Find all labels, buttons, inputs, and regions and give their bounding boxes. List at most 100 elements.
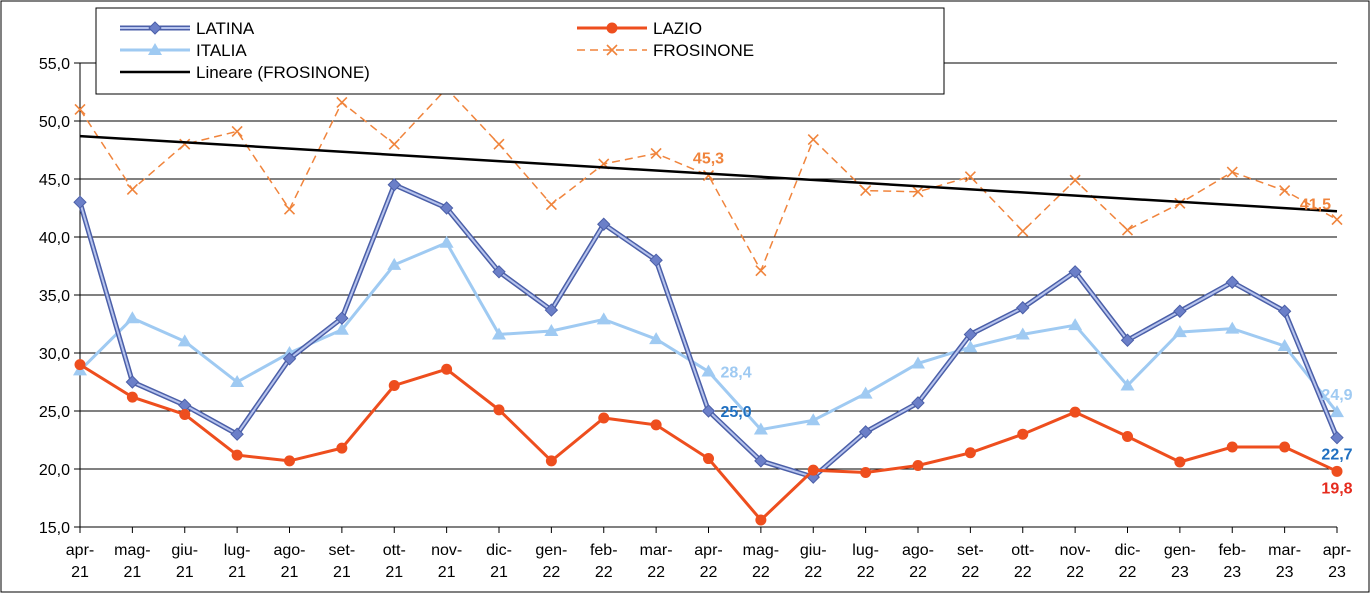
point-frosinone bbox=[860, 185, 872, 197]
point-frosinone bbox=[1174, 197, 1186, 209]
x-tick-label: lug- bbox=[224, 542, 251, 559]
legend-marker-italia bbox=[148, 43, 162, 55]
y-tick-label: 50,0 bbox=[39, 114, 70, 131]
point-frosinone bbox=[1331, 214, 1343, 226]
point-latina bbox=[282, 352, 297, 366]
x-tick-label: ago- bbox=[273, 542, 305, 559]
x-tick-label: giu- bbox=[171, 542, 198, 559]
point-lazio bbox=[493, 404, 505, 416]
data-label: 45,3 bbox=[693, 151, 724, 168]
point-latina bbox=[387, 178, 401, 192]
legend-box bbox=[95, 7, 945, 95]
x-tick-label-year: 22 bbox=[1014, 564, 1032, 581]
legend-label: FROSINONE bbox=[653, 41, 754, 60]
y-tick-label: 45,0 bbox=[39, 172, 70, 189]
point-frosinone bbox=[126, 183, 138, 196]
x-tick-label-year: 21 bbox=[123, 564, 141, 581]
point-latina bbox=[1330, 430, 1344, 445]
x-tick-label-year: 21 bbox=[333, 564, 351, 581]
point-lazio bbox=[598, 412, 610, 424]
data-label: 24,9 bbox=[1321, 387, 1352, 404]
point-latina bbox=[649, 253, 663, 267]
data-label: 25,0 bbox=[721, 404, 752, 421]
x-tick-label-year: 21 bbox=[385, 564, 403, 581]
legend-label: ITALIA bbox=[196, 41, 247, 60]
point-frosinone bbox=[336, 96, 348, 109]
point-latina bbox=[597, 217, 611, 231]
point-frosinone bbox=[1226, 166, 1238, 178]
point-latina bbox=[963, 327, 978, 342]
x-tick-label: ott- bbox=[383, 542, 406, 559]
point-frosinone bbox=[755, 265, 767, 277]
point-latina bbox=[439, 201, 454, 215]
point-latina bbox=[1016, 301, 1030, 315]
point-latina bbox=[1173, 304, 1187, 318]
point-frosinone bbox=[650, 147, 662, 160]
point-frosinone bbox=[545, 198, 557, 211]
point-frosinone bbox=[1279, 185, 1291, 197]
point-italia bbox=[1277, 339, 1292, 352]
x-tick-label: gen- bbox=[1164, 542, 1196, 559]
point-italia bbox=[701, 364, 716, 377]
x-tick-label: apr- bbox=[694, 542, 722, 559]
point-latina bbox=[1225, 275, 1239, 289]
point-lazio bbox=[755, 514, 767, 526]
point-italia bbox=[1015, 327, 1030, 340]
legend-marker-lazio bbox=[606, 22, 618, 34]
x-tick-label: nov- bbox=[1060, 542, 1091, 559]
y-tick-label: 30,0 bbox=[39, 346, 70, 363]
point-latina bbox=[125, 375, 140, 389]
point-lazio bbox=[179, 408, 191, 420]
point-lazio bbox=[807, 464, 819, 476]
point-lazio bbox=[1069, 406, 1081, 418]
point-lazio bbox=[1279, 441, 1291, 453]
point-latina bbox=[701, 404, 716, 418]
legend-label: Lineare (FROSINONE) bbox=[196, 63, 370, 82]
y-tick-label: 40,0 bbox=[39, 230, 70, 247]
x-tick-label-year: 22 bbox=[1119, 564, 1137, 581]
x-tick-label-year: 23 bbox=[1276, 564, 1294, 581]
legend-label: LAZIO bbox=[653, 19, 702, 38]
point-latina bbox=[911, 396, 925, 410]
point-lazio bbox=[964, 447, 976, 459]
y-tick-label: 25,0 bbox=[39, 404, 70, 421]
point-frosinone bbox=[1069, 174, 1081, 186]
x-tick-label-year: 21 bbox=[438, 564, 456, 581]
data-label: 41,5 bbox=[1300, 197, 1331, 214]
point-lazio bbox=[388, 379, 400, 391]
point-italia bbox=[544, 323, 559, 336]
point-italia bbox=[1225, 321, 1240, 334]
x-tick-label: apr- bbox=[1323, 542, 1351, 559]
x-tick-label: ago- bbox=[902, 542, 934, 559]
point-italia bbox=[439, 235, 454, 248]
x-tick-label-year: 22 bbox=[1066, 564, 1084, 581]
point-italia bbox=[1068, 318, 1083, 331]
point-lazio bbox=[703, 453, 714, 465]
point-italia bbox=[963, 340, 978, 353]
point-frosinone bbox=[493, 138, 505, 150]
x-tick-label-year: 23 bbox=[1328, 564, 1346, 581]
point-latina bbox=[492, 265, 506, 279]
x-tick-label-year: 21 bbox=[228, 564, 246, 581]
point-frosinone bbox=[74, 103, 86, 115]
x-tick-label-year: 21 bbox=[176, 564, 194, 581]
point-lazio bbox=[126, 391, 138, 403]
y-tick-label: 35,0 bbox=[39, 288, 70, 305]
point-latina bbox=[335, 311, 349, 325]
y-tick-label: 15,0 bbox=[39, 520, 70, 537]
point-frosinone bbox=[1017, 225, 1029, 237]
x-tick-label-year: 22 bbox=[595, 564, 613, 581]
x-tick-label: mag- bbox=[114, 542, 150, 559]
point-frosinone bbox=[964, 171, 976, 183]
point-lazio bbox=[1174, 456, 1186, 468]
data-label: 22,7 bbox=[1321, 447, 1352, 464]
x-tick-label: mar- bbox=[640, 542, 673, 559]
x-tick-label: mag- bbox=[743, 542, 779, 559]
point-italia bbox=[387, 257, 402, 270]
point-latina bbox=[858, 425, 873, 439]
legend-marker-latina bbox=[148, 21, 162, 35]
x-tick-label: set- bbox=[329, 542, 356, 559]
x-tick-label: apr- bbox=[66, 542, 94, 559]
